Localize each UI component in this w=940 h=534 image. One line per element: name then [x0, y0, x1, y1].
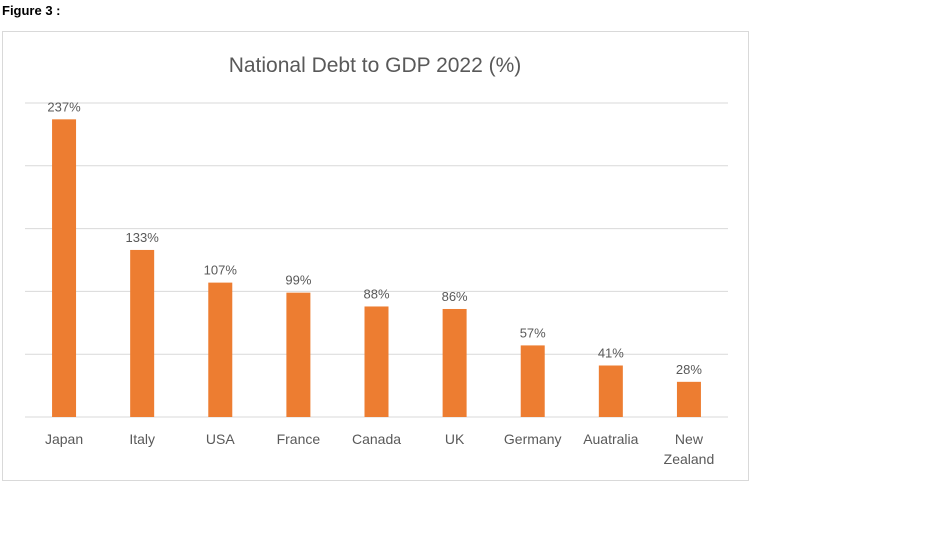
figure-label: Figure 3 : — [2, 3, 61, 18]
bar-canada — [364, 306, 389, 417]
bar-auatralia — [598, 365, 623, 417]
x-tick-label: France — [277, 431, 321, 447]
data-label: 107% — [204, 263, 238, 278]
bar-japan — [52, 119, 77, 417]
bar-usa — [208, 282, 233, 417]
data-label: 41% — [598, 346, 624, 361]
x-tick-label: Germany — [504, 431, 562, 447]
chart-frame: National Debt to GDP 2022 (%) 237% 133% 10… — [2, 31, 749, 481]
x-tick-label: Italy — [129, 431, 155, 447]
data-labels: 237% 133% 107% 99% 88% 86% 57% 41% 28% — [47, 99, 702, 377]
bars — [52, 119, 701, 417]
x-tick-label: Auatralia — [583, 431, 638, 447]
data-label: 86% — [442, 289, 468, 304]
bar-italy — [130, 249, 155, 417]
bar-new-zealand — [676, 381, 701, 417]
x-tick-label: New — [675, 431, 704, 447]
bar-chart: National Debt to GDP 2022 (%) 237% 133% 10… — [25, 54, 728, 467]
x-tick-label: Canada — [352, 431, 401, 447]
data-label: 133% — [126, 230, 160, 245]
bar-uk — [442, 308, 467, 417]
data-label: 57% — [520, 325, 546, 340]
x-tick-label: USA — [206, 431, 235, 447]
data-label: 237% — [47, 99, 81, 114]
data-label: 88% — [363, 286, 389, 301]
chart-title: National Debt to GDP 2022 (%) — [229, 54, 522, 77]
bar-germany — [520, 345, 545, 417]
x-axis-labels: Japan Italy USA France Canada UK Germany Auatra… — [45, 431, 714, 467]
x-tick-label: Zealand — [664, 451, 715, 467]
data-label: 99% — [285, 273, 311, 288]
data-label: 28% — [676, 362, 702, 377]
x-tick-label: Japan — [45, 431, 83, 447]
bar-france — [286, 292, 311, 417]
x-tick-label: UK — [445, 431, 465, 447]
